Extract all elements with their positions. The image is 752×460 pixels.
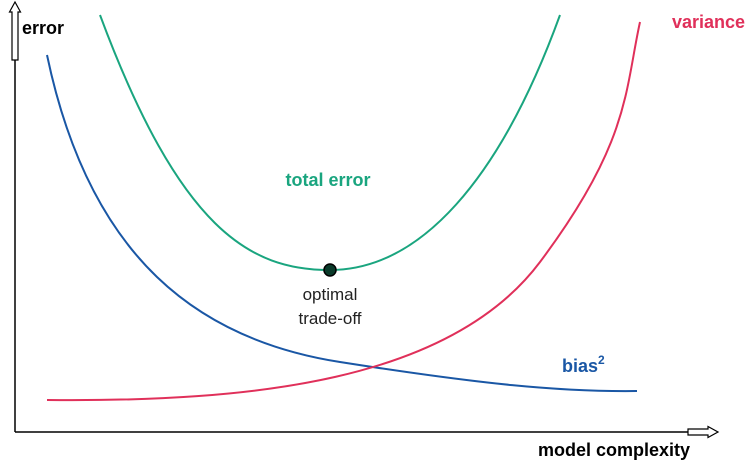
- y-axis-label: error: [22, 18, 64, 38]
- total-error-curve: [99, 14, 561, 272]
- bias-superscript: 2: [598, 353, 605, 367]
- bias-curve: [46, 54, 638, 393]
- total-error-label: total error: [285, 170, 370, 190]
- annotation-line: optimal: [303, 285, 358, 304]
- x-axis-label: model complexity: [538, 440, 690, 460]
- x-axis-arrow: [687, 425, 720, 439]
- bias-text: bias: [562, 356, 598, 376]
- variance-label: variance: [672, 12, 745, 32]
- bias-label: bias2: [562, 353, 605, 376]
- optimal-point: [323, 263, 337, 277]
- y-axis-arrow: [8, 0, 22, 61]
- variance-curve: [46, 21, 641, 402]
- annotation-line: trade-off: [298, 309, 361, 328]
